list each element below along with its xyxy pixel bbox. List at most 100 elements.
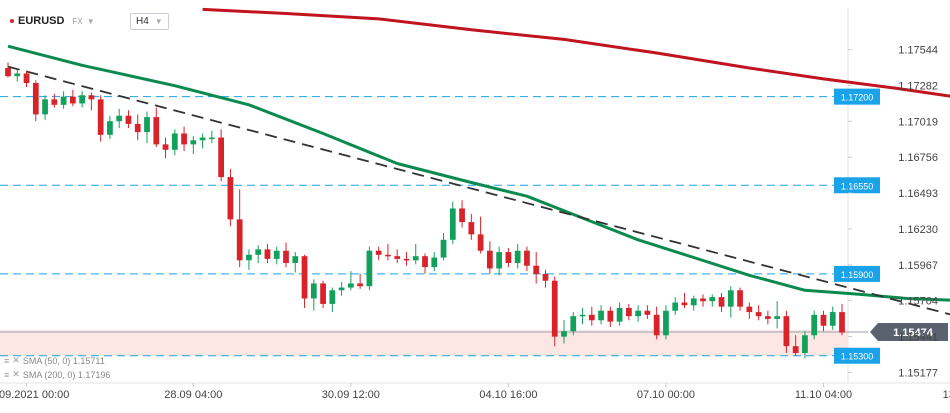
candle[interactable] bbox=[5, 62, 11, 78]
candle[interactable] bbox=[246, 249, 252, 270]
close-icon[interactable]: ✕ bbox=[12, 355, 20, 365]
candle[interactable] bbox=[811, 310, 818, 340]
candle[interactable] bbox=[514, 243, 521, 269]
candle[interactable] bbox=[329, 287, 336, 313]
candle[interactable] bbox=[431, 252, 438, 272]
candle[interactable] bbox=[301, 254, 308, 308]
candle[interactable] bbox=[570, 312, 577, 336]
candle[interactable] bbox=[746, 302, 753, 319]
candle[interactable] bbox=[273, 246, 280, 265]
candle[interactable] bbox=[153, 107, 160, 148]
candle[interactable] bbox=[181, 126, 187, 152]
candle[interactable] bbox=[357, 273, 364, 289]
sma50-line[interactable] bbox=[7, 44, 950, 302]
candle[interactable] bbox=[709, 294, 716, 307]
candle[interactable] bbox=[486, 241, 493, 274]
candle[interactable] bbox=[783, 310, 790, 353]
legend-sma50[interactable]: ≡ ✕ SMA (50, 0) 1.15711 bbox=[4, 355, 105, 366]
candle[interactable] bbox=[579, 308, 586, 325]
trendline[interactable] bbox=[7, 65, 950, 330]
chevron-down-icon[interactable]: ▼ bbox=[86, 16, 95, 26]
candle[interactable] bbox=[375, 246, 382, 261]
candle[interactable] bbox=[190, 136, 197, 154]
candle[interactable] bbox=[292, 252, 299, 273]
candle[interactable] bbox=[496, 246, 503, 276]
legend-sma200[interactable]: ≡ ✕ SMA (200, 0) 1.17196 bbox=[4, 369, 110, 380]
candle[interactable] bbox=[338, 282, 345, 296]
candle[interactable] bbox=[69, 89, 76, 107]
drag-handle-icon[interactable]: ≡ bbox=[4, 355, 10, 366]
candle[interactable] bbox=[403, 252, 410, 266]
candle[interactable] bbox=[533, 252, 540, 284]
candle[interactable] bbox=[208, 130, 215, 143]
candle[interactable] bbox=[542, 269, 549, 288]
level-tag[interactable] bbox=[834, 177, 880, 194]
candle[interactable] bbox=[755, 305, 762, 321]
candle[interactable] bbox=[802, 331, 808, 359]
candle[interactable] bbox=[700, 294, 706, 307]
candle[interactable] bbox=[468, 213, 475, 240]
candle[interactable] bbox=[97, 95, 104, 142]
level-tag[interactable] bbox=[834, 88, 880, 105]
candle[interactable] bbox=[737, 287, 743, 311]
candle[interactable] bbox=[588, 306, 595, 326]
candle[interactable] bbox=[644, 305, 651, 319]
candle[interactable] bbox=[839, 303, 845, 336]
candle[interactable] bbox=[236, 189, 243, 268]
candle[interactable] bbox=[366, 246, 373, 291]
candle[interactable] bbox=[227, 168, 234, 227]
candle[interactable] bbox=[505, 248, 512, 268]
candle[interactable] bbox=[171, 129, 178, 156]
candle[interactable] bbox=[310, 279, 317, 311]
candle[interactable] bbox=[524, 246, 530, 272]
candle[interactable] bbox=[162, 137, 169, 158]
candle[interactable] bbox=[718, 293, 725, 313]
candle[interactable] bbox=[412, 243, 419, 265]
level-tag[interactable] bbox=[834, 347, 880, 364]
close-icon[interactable]: ✕ bbox=[12, 369, 20, 379]
candle[interactable] bbox=[663, 305, 669, 340]
candle[interactable] bbox=[283, 242, 289, 268]
candle[interactable] bbox=[551, 276, 558, 347]
candle[interactable] bbox=[347, 271, 354, 291]
candle[interactable] bbox=[764, 310, 771, 325]
candle[interactable] bbox=[320, 280, 326, 308]
candle[interactable] bbox=[681, 293, 688, 308]
candle[interactable] bbox=[477, 216, 484, 254]
candle[interactable] bbox=[653, 306, 660, 340]
candle[interactable] bbox=[264, 243, 271, 263]
level-tag[interactable] bbox=[834, 265, 880, 282]
candle[interactable] bbox=[385, 243, 391, 261]
candle[interactable] bbox=[255, 245, 262, 263]
candle[interactable] bbox=[88, 92, 95, 111]
drag-handle-icon[interactable]: ≡ bbox=[4, 369, 10, 380]
candle[interactable] bbox=[690, 295, 697, 311]
candle[interactable] bbox=[459, 200, 465, 228]
candle[interactable] bbox=[727, 286, 734, 318]
candle[interactable] bbox=[199, 133, 206, 149]
candle[interactable] bbox=[134, 114, 141, 141]
candle[interactable] bbox=[774, 301, 781, 329]
candle[interactable] bbox=[107, 115, 113, 139]
candle[interactable] bbox=[32, 80, 39, 122]
candle[interactable] bbox=[561, 320, 567, 344]
symbol-selector[interactable]: EURUSD FX ▼ bbox=[6, 14, 99, 28]
candle[interactable] bbox=[625, 303, 632, 321]
candle[interactable] bbox=[79, 91, 86, 108]
candle[interactable] bbox=[116, 108, 123, 128]
candle[interactable] bbox=[60, 91, 67, 109]
candle[interactable] bbox=[792, 335, 799, 356]
candle[interactable] bbox=[23, 70, 30, 88]
candle[interactable] bbox=[125, 110, 132, 128]
candle[interactable] bbox=[440, 233, 447, 261]
candle[interactable] bbox=[218, 129, 225, 182]
last-price-tag[interactable] bbox=[870, 323, 948, 341]
candle[interactable] bbox=[616, 302, 623, 326]
candle[interactable] bbox=[42, 95, 48, 120]
candle[interactable] bbox=[820, 310, 827, 332]
candle[interactable] bbox=[422, 253, 428, 274]
candle[interactable] bbox=[635, 305, 642, 322]
candle[interactable] bbox=[51, 93, 58, 108]
